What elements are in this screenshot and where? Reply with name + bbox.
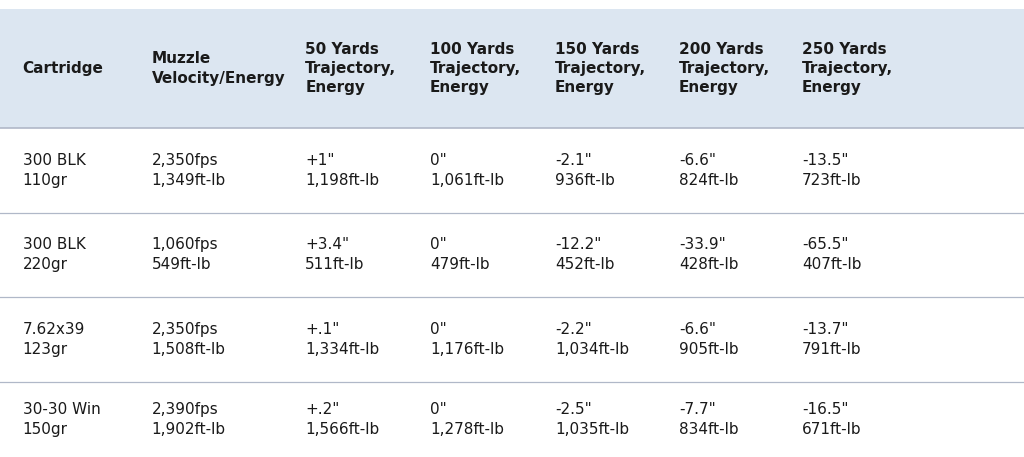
Text: 0"
1,061ft-lb: 0" 1,061ft-lb bbox=[430, 153, 504, 188]
Text: -13.5"
723ft-lb: -13.5" 723ft-lb bbox=[802, 153, 861, 188]
Text: +.1"
1,334ft-lb: +.1" 1,334ft-lb bbox=[305, 322, 380, 357]
Text: -12.2"
452ft-lb: -12.2" 452ft-lb bbox=[555, 237, 614, 272]
Text: 7.62x39
123gr: 7.62x39 123gr bbox=[23, 322, 85, 357]
Text: 250 Yards
Trajectory,
Energy: 250 Yards Trajectory, Energy bbox=[802, 42, 893, 95]
Text: 0"
1,278ft-lb: 0" 1,278ft-lb bbox=[430, 402, 504, 437]
Text: Cartridge: Cartridge bbox=[23, 61, 103, 76]
Text: +.2"
1,566ft-lb: +.2" 1,566ft-lb bbox=[305, 402, 380, 437]
Text: 1,060fps
549ft-lb: 1,060fps 549ft-lb bbox=[152, 237, 218, 272]
Text: 30-30 Win
150gr: 30-30 Win 150gr bbox=[23, 402, 100, 437]
Text: 50 Yards
Trajectory,
Energy: 50 Yards Trajectory, Energy bbox=[305, 42, 396, 95]
Text: 2,390fps
1,902ft-lb: 2,390fps 1,902ft-lb bbox=[152, 402, 225, 437]
Text: 100 Yards
Trajectory,
Energy: 100 Yards Trajectory, Energy bbox=[430, 42, 521, 95]
Bar bbox=[0, 9, 1024, 128]
Text: 0"
1,176ft-lb: 0" 1,176ft-lb bbox=[430, 322, 504, 357]
Text: +1"
1,198ft-lb: +1" 1,198ft-lb bbox=[305, 153, 379, 188]
Text: -6.6"
824ft-lb: -6.6" 824ft-lb bbox=[679, 153, 738, 188]
Text: -13.7"
791ft-lb: -13.7" 791ft-lb bbox=[802, 322, 861, 357]
Text: -2.1"
936ft-lb: -2.1" 936ft-lb bbox=[555, 153, 614, 188]
Text: 150 Yards
Trajectory,
Energy: 150 Yards Trajectory, Energy bbox=[555, 42, 646, 95]
Text: -6.6"
905ft-lb: -6.6" 905ft-lb bbox=[679, 322, 738, 357]
Text: 2,350fps
1,508ft-lb: 2,350fps 1,508ft-lb bbox=[152, 322, 225, 357]
Text: 300 BLK
220gr: 300 BLK 220gr bbox=[23, 237, 85, 272]
Text: -7.7"
834ft-lb: -7.7" 834ft-lb bbox=[679, 402, 738, 437]
Text: -33.9"
428ft-lb: -33.9" 428ft-lb bbox=[679, 237, 738, 272]
Text: 200 Yards
Trajectory,
Energy: 200 Yards Trajectory, Energy bbox=[679, 42, 770, 95]
Text: -2.5"
1,035ft-lb: -2.5" 1,035ft-lb bbox=[555, 402, 629, 437]
Text: 300 BLK
110gr: 300 BLK 110gr bbox=[23, 153, 85, 188]
Text: +3.4"
511ft-lb: +3.4" 511ft-lb bbox=[305, 237, 365, 272]
Text: 2,350fps
1,349ft-lb: 2,350fps 1,349ft-lb bbox=[152, 153, 226, 188]
Text: 0"
479ft-lb: 0" 479ft-lb bbox=[430, 237, 489, 272]
Text: -65.5"
407ft-lb: -65.5" 407ft-lb bbox=[802, 237, 861, 272]
Text: Muzzle
Velocity/Energy: Muzzle Velocity/Energy bbox=[152, 52, 286, 85]
Text: -16.5"
671ft-lb: -16.5" 671ft-lb bbox=[802, 402, 861, 437]
Text: -2.2"
1,034ft-lb: -2.2" 1,034ft-lb bbox=[555, 322, 629, 357]
